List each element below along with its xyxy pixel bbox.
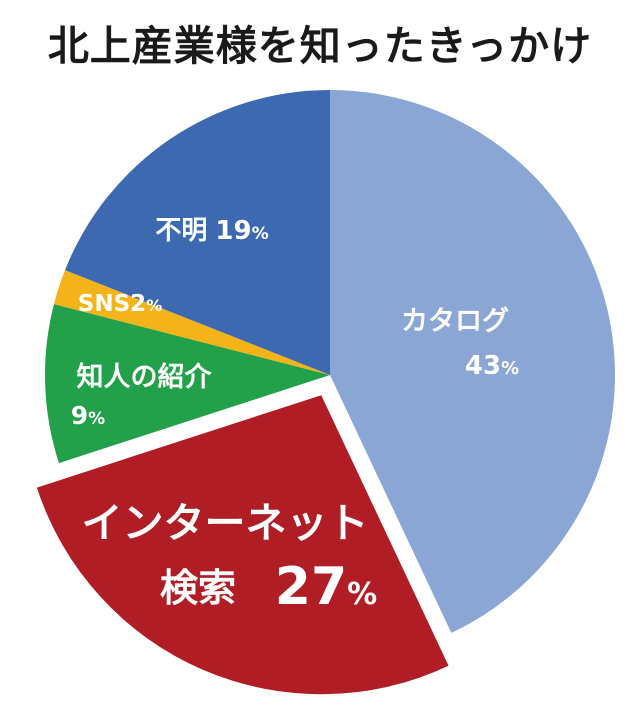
slice-value-number: 9 (71, 401, 88, 430)
slice-value-unit: % (501, 358, 519, 379)
slice-value-internet: 27% (275, 557, 377, 617)
pie-slice-4 (65, 90, 330, 375)
slice-value-unit: % (347, 577, 377, 612)
slice-label-internet-line2: 検索 (160, 566, 236, 610)
slice-value-referral: 9% (71, 401, 105, 430)
slice-label-internet-line1: インターネット (82, 499, 369, 547)
slice-value-number: 27 (275, 557, 347, 617)
pie-slice-1 (36, 395, 449, 695)
slice-value-number: 43 (465, 351, 501, 381)
pie-slice-2 (45, 304, 331, 464)
slice-value-catalog: 43% (465, 351, 519, 381)
slice-value-unit: % (88, 409, 105, 429)
slice-label-sns: SNS2% (78, 291, 162, 317)
slice-value-unknown-number: 19 (215, 216, 251, 246)
slice-value-unit: % (252, 224, 269, 244)
slice-label-unknown-name: 不明 (155, 216, 207, 246)
slice-label-sns-name: SNS (78, 291, 130, 317)
slice-value-unit: % (146, 296, 162, 315)
chart-title: 北上産業様を知ったきっかけ (47, 22, 593, 70)
pie-slice-0 (330, 90, 616, 633)
slice-value-sns-number: 2 (130, 291, 146, 317)
slice-label-catalog: カタログ (401, 305, 509, 337)
slice-label-referral: 知人の紹介 (77, 361, 213, 393)
pie-slice-3 (53, 270, 331, 375)
slice-label-unknown: 不明 19% (155, 216, 268, 246)
